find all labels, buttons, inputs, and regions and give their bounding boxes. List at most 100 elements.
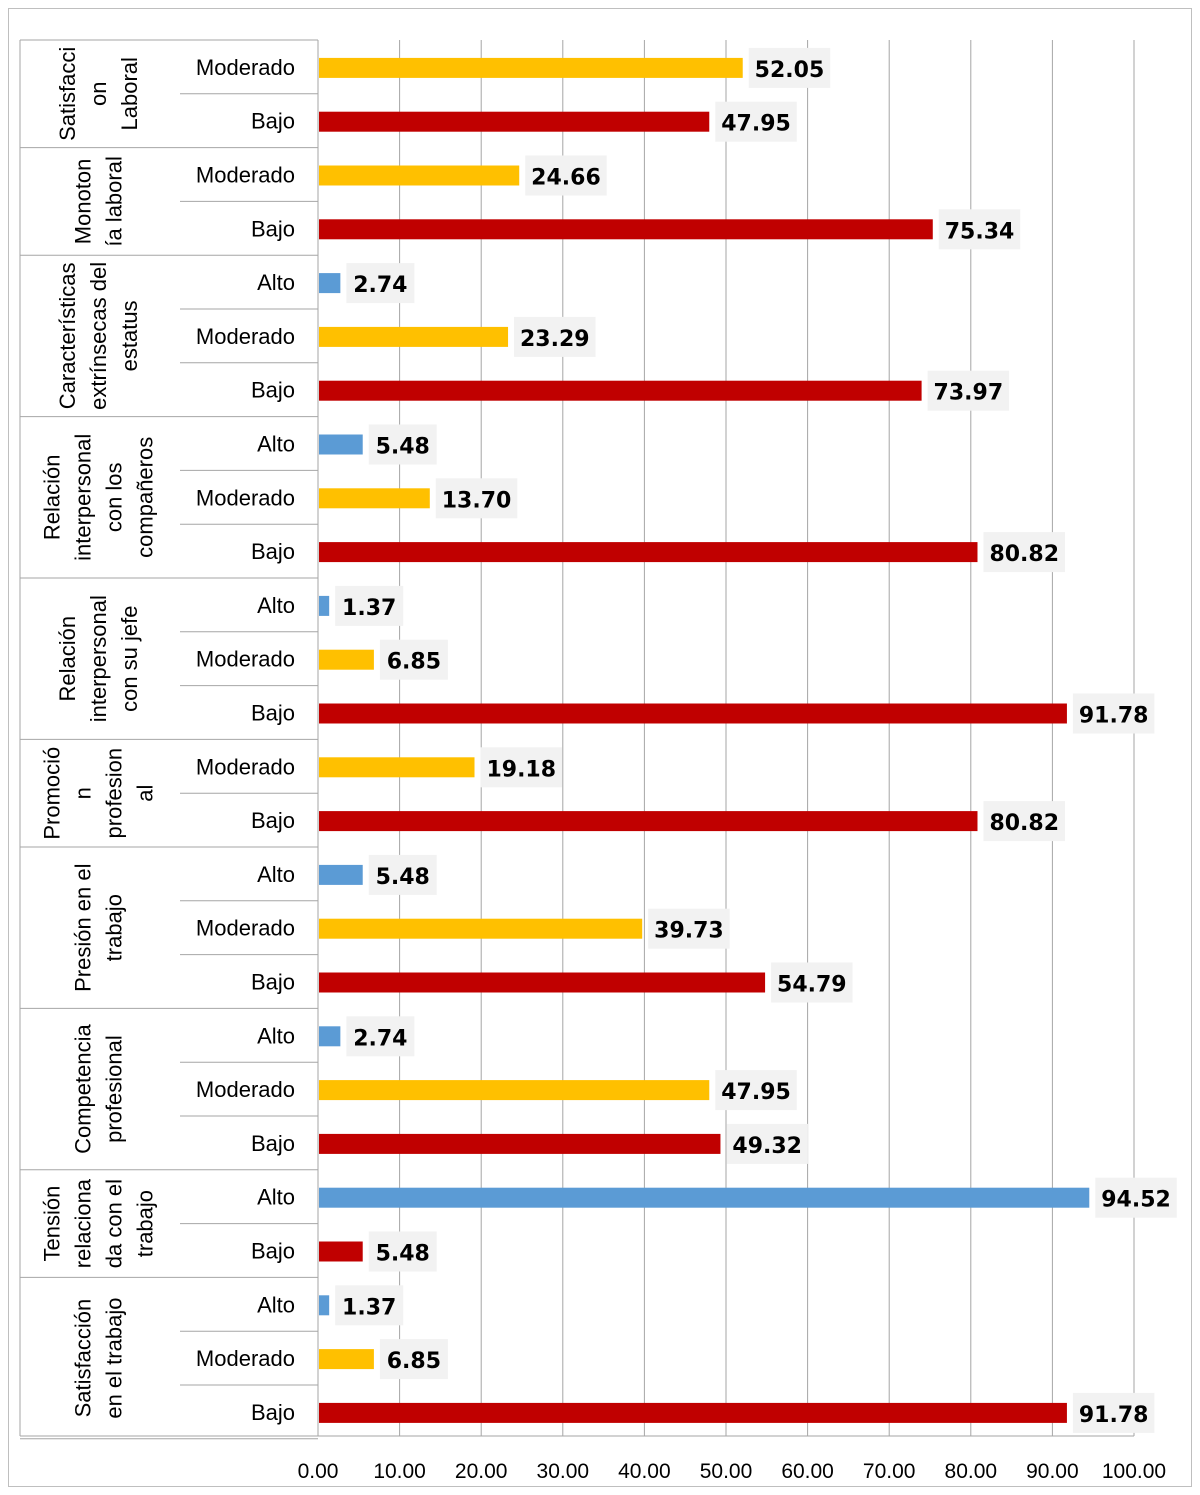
group-label: Competencia profesional	[71, 1024, 127, 1154]
category-label: Bajo	[251, 970, 295, 995]
data-label: 1.37	[342, 1295, 396, 1320]
category-label: Alto	[257, 1185, 295, 1210]
category-label: Moderado	[196, 485, 295, 510]
bar-bajo	[319, 703, 1067, 724]
data-label: 73.97	[934, 381, 1004, 406]
data-label: 91.78	[1079, 704, 1149, 729]
bar-bajo	[319, 542, 978, 563]
data-label: 47.95	[721, 112, 791, 137]
x-tick-label: 60.00	[781, 1460, 834, 1483]
group-label-line: relaciona	[71, 1178, 96, 1268]
bar-moderado	[319, 326, 509, 347]
data-label-box	[335, 585, 404, 626]
data-label: 94.52	[1101, 1188, 1171, 1213]
data-label: 91.78	[1079, 1403, 1149, 1428]
bar-bajo	[319, 1241, 363, 1262]
data-label-box	[748, 47, 831, 88]
category-label: Alto	[257, 593, 295, 618]
x-tick-label: 20.00	[455, 1460, 508, 1483]
x-tick-label: 30.00	[537, 1460, 590, 1483]
category-label: Bajo	[251, 808, 295, 833]
data-label: 6.85	[387, 650, 441, 675]
data-label: 6.85	[387, 1349, 441, 1374]
data-label: 13.70	[442, 488, 512, 513]
group-label-line: da con el	[102, 1179, 127, 1268]
group-label: Presión en el trabajo	[71, 863, 127, 991]
category-label: Moderado	[196, 1346, 295, 1371]
data-label-box	[335, 1285, 404, 1326]
data-label-box	[379, 639, 448, 680]
category-label: Alto	[257, 1292, 295, 1317]
data-label-box	[368, 854, 437, 895]
data-label-box	[368, 1231, 437, 1272]
bar-alto	[319, 273, 341, 294]
data-label-box	[346, 263, 415, 304]
category-label: Alto	[257, 862, 295, 887]
bar-bajo	[319, 972, 766, 993]
data-label: 52.05	[755, 58, 825, 83]
group-label: Relación interpersonal con su jefe	[55, 595, 142, 722]
group-label: Relación interpersonal con los compañeros	[40, 434, 158, 561]
category-label: Alto	[257, 270, 295, 295]
category-label: Moderado	[196, 55, 295, 80]
group-label-line: profesion	[102, 748, 127, 839]
group-label: Satisfacción en el trabajo	[71, 1298, 127, 1419]
chart-frame	[8, 8, 1192, 1487]
bar-bajo	[319, 111, 710, 132]
group-label-line: estatus	[117, 300, 142, 371]
data-label-box	[379, 1339, 448, 1380]
x-tick-label: 80.00	[945, 1460, 998, 1483]
x-tick-label: 50.00	[700, 1460, 753, 1483]
bar-moderado	[319, 165, 520, 186]
group-label-line: Presión en el	[71, 863, 96, 991]
data-label-box	[435, 478, 518, 519]
data-label: 80.82	[989, 811, 1059, 836]
data-label-box	[938, 209, 1021, 250]
bar-bajo	[319, 1133, 721, 1154]
group-label: Tensión relaciona da con el trabajo	[40, 1178, 158, 1268]
data-label: 2.74	[353, 1026, 407, 1051]
category-label: Alto	[257, 432, 295, 457]
category-label: Moderado	[196, 647, 295, 672]
data-label-box	[1072, 1392, 1155, 1433]
group-label: Satisfacci on Laboral	[55, 47, 142, 141]
group-label-line: on	[86, 82, 111, 106]
group-label-line: trabajo	[102, 894, 127, 961]
category-label: Alto	[257, 1023, 295, 1048]
data-labels: 52.05 47.95 24.66 75.34 2.74 23.29 73.97 5.48 13…	[335, 47, 1177, 1433]
data-label-box	[346, 1016, 415, 1057]
bar-moderado	[319, 1349, 374, 1370]
data-label: 5.48	[376, 865, 430, 890]
data-label: 47.95	[721, 1080, 791, 1105]
data-label: 49.32	[732, 1134, 802, 1159]
group-label: Promoció n profesion al	[40, 747, 158, 840]
category-label: Bajo	[251, 701, 295, 726]
x-tick-labels: 0.00 10.00 20.00 30.00 40.00 50.00 60.00 70.00 8…	[298, 1460, 1167, 1483]
data-label-box	[1095, 1177, 1177, 1218]
group-label-line: profesional	[102, 1035, 127, 1143]
x-tick-label: 100.00	[1102, 1460, 1166, 1483]
group-label: Características extrínsecas del estatus	[55, 262, 142, 410]
data-label-box	[715, 101, 797, 142]
data-label: 24.66	[531, 166, 601, 191]
data-label-box	[480, 747, 563, 788]
bar-bajo	[319, 219, 933, 240]
group-label-line: Monoton	[71, 159, 96, 245]
data-label-box	[525, 155, 607, 196]
data-label: 54.79	[777, 973, 847, 998]
bar-alto	[319, 434, 363, 455]
category-label: Moderado	[196, 916, 295, 941]
bar-alto	[319, 1026, 341, 1047]
group-label-line: Relación	[40, 454, 65, 540]
bar-moderado	[319, 488, 430, 509]
data-label: 80.82	[989, 542, 1059, 567]
group-label-line: interpersonal	[71, 434, 96, 561]
bar-moderado	[319, 1080, 710, 1101]
category-label: Moderado	[196, 1077, 295, 1102]
group-label-line: con su jefe	[117, 605, 142, 711]
group-label-line: Competencia	[71, 1024, 96, 1154]
group-label-line: Satisfacci	[55, 47, 80, 141]
category-label: Bajo	[251, 539, 295, 564]
category-label: Bajo	[251, 216, 295, 241]
